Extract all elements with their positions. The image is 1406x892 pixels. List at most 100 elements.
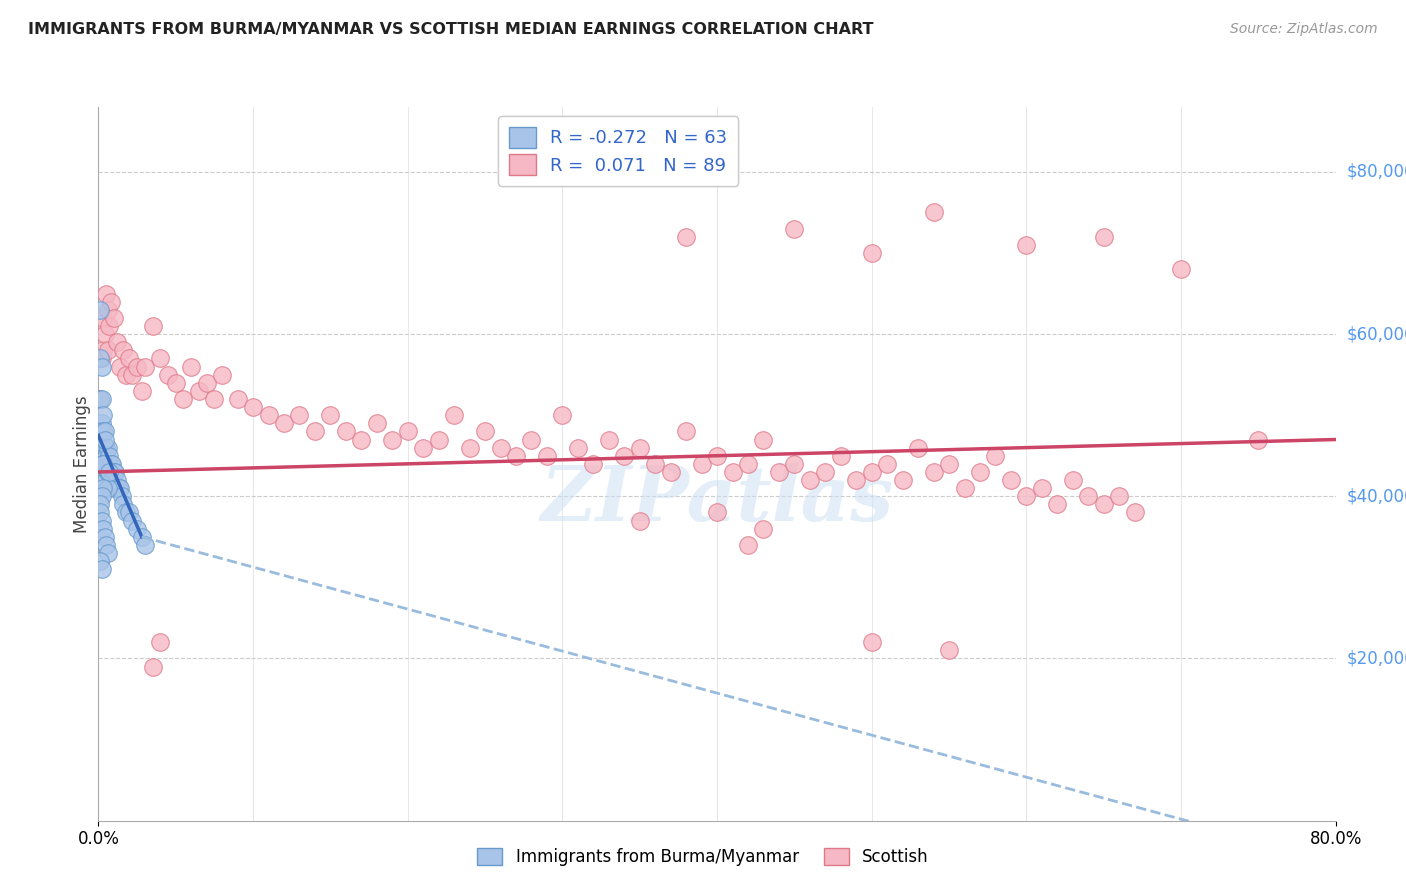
Point [91,457,114,471]
Point [1077,489,1099,503]
Point [96,457,118,471]
Point [149,351,172,366]
Point [1247,433,1270,447]
Point [799,473,821,487]
Point [89,351,111,366]
Point [737,538,759,552]
Point [98,465,121,479]
Point [93,327,115,342]
Point [737,457,759,471]
Point [121,514,143,528]
Point [91,473,114,487]
Point [335,425,357,439]
Point [134,359,156,374]
Point [97,481,120,495]
Point [96,473,118,487]
Point [90,514,112,528]
Point [93,433,115,447]
Point [90,351,112,366]
Point [443,408,465,422]
Point [366,417,388,431]
Point [97,343,120,358]
Y-axis label: Median Earnings: Median Earnings [73,395,91,533]
Point [350,433,373,447]
Point [582,457,605,471]
Point [644,457,666,471]
Point [103,481,125,495]
Point [91,310,114,325]
Point [108,359,131,374]
Point [520,433,543,447]
Point [91,441,114,455]
Point [204,392,226,406]
Point [89,425,111,439]
Point [115,368,138,382]
Point [628,514,651,528]
Point [127,522,149,536]
Point [474,425,496,439]
Point [93,473,115,487]
Point [96,449,118,463]
Point [690,457,713,471]
Point [100,294,122,309]
Point [98,318,121,333]
Text: $40,000: $40,000 [1347,487,1406,505]
Point [752,522,775,536]
Point [288,408,311,422]
Point [1092,229,1115,244]
Point [131,530,153,544]
Point [89,497,111,511]
Point [427,433,450,447]
Point [97,457,120,471]
Point [860,465,883,479]
Point [706,506,728,520]
Point [93,449,115,463]
Point [458,441,481,455]
Point [381,433,404,447]
Point [659,465,682,479]
Point [628,441,651,455]
Text: $60,000: $60,000 [1347,325,1406,343]
Point [89,302,111,317]
Point [112,343,135,358]
Point [922,205,945,219]
Point [1031,481,1053,495]
Point [845,473,868,487]
Point [97,546,120,560]
Point [273,417,295,431]
Point [860,635,883,649]
Point [188,384,211,398]
Point [304,425,326,439]
Point [104,465,127,479]
Point [90,433,112,447]
Point [938,643,960,657]
Point [141,318,165,333]
Point [613,449,636,463]
Point [91,425,114,439]
Point [319,408,342,422]
Point [97,465,120,479]
Text: $80,000: $80,000 [1347,163,1406,181]
Point [107,481,129,495]
Point [598,433,620,447]
Point [195,376,218,390]
Point [706,449,728,463]
Point [536,449,558,463]
Point [131,384,153,398]
Point [1015,238,1038,252]
Point [89,392,111,406]
Point [93,465,115,479]
Point [118,506,141,520]
Point [91,408,114,422]
Point [783,221,806,235]
Point [675,425,697,439]
Point [121,368,143,382]
Point [1108,489,1130,503]
Point [226,392,249,406]
Point [830,449,852,463]
Point [98,465,121,479]
Point [91,343,114,358]
Point [172,392,194,406]
Point [257,408,280,422]
Point [97,441,120,455]
